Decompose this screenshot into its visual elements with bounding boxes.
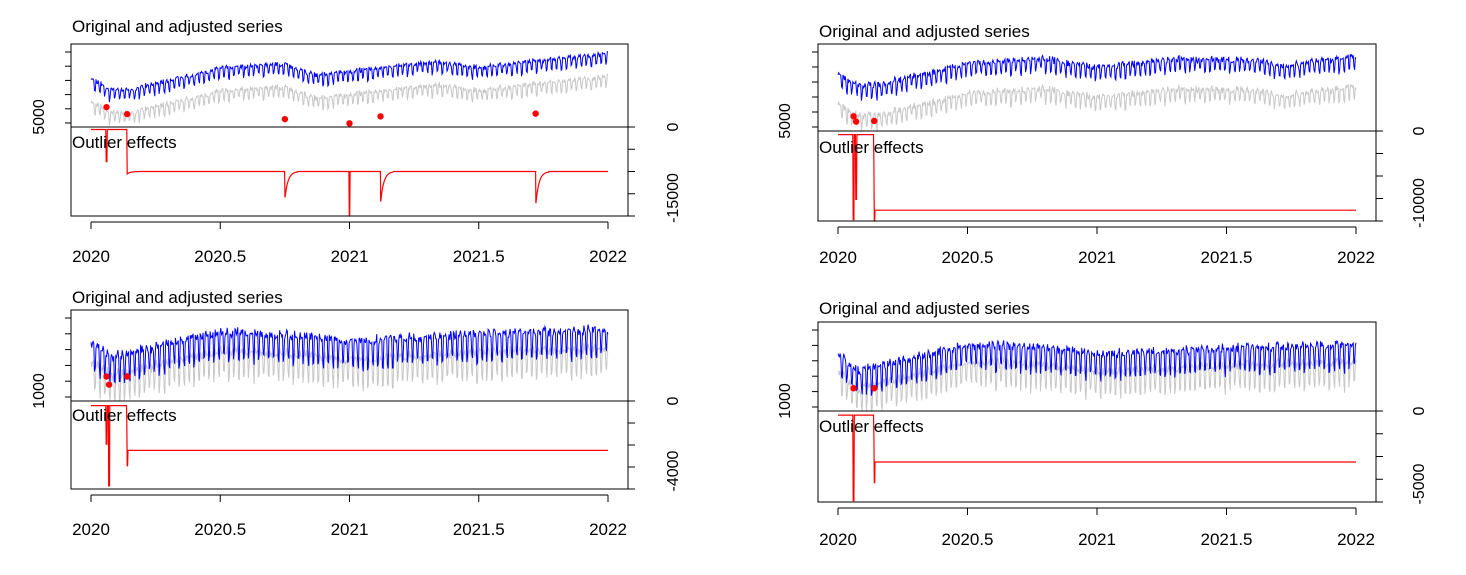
lower-y-tick-label-1: -10000 — [1411, 178, 1428, 228]
x-axis-tick-label-5: 2022 — [1337, 248, 1375, 267]
lower-y-tick-label-1: -5000 — [1411, 463, 1428, 504]
adjusted-series-line — [837, 83, 1357, 132]
x-axis-tick-label-3: 2021 — [331, 520, 369, 539]
x-axis-tick-label-4: 2021.5 — [453, 247, 505, 266]
upper-y-tick-label: 5000 — [31, 99, 48, 135]
panel-subtitle: Outlier effects — [819, 417, 924, 436]
x-axis-tick-label-1: 2020 — [72, 247, 110, 266]
outlier-point-1 — [103, 373, 110, 380]
lower-y-tick-label-0: 0 — [1411, 126, 1428, 135]
outlier-point-2 — [852, 118, 860, 125]
panel-title: Original and adjusted series — [72, 17, 283, 36]
adjusted-series-line — [90, 74, 608, 126]
lower-y-tick-label-0: 0 — [665, 396, 682, 405]
upper-y-tick-label: 1000 — [31, 373, 48, 409]
lower-y-tick-label-1: -4000 — [665, 450, 682, 491]
outlier-point-1 — [850, 113, 857, 120]
outlier-point-4 — [346, 120, 353, 127]
outlier-point-3 — [871, 117, 878, 125]
adjusted-series-line — [90, 343, 609, 402]
lower-y-tick-label-0: 0 — [665, 122, 682, 131]
panel-title: Original and adjusted series — [819, 299, 1030, 318]
x-axis-tick-label-4: 2021.5 — [1201, 530, 1253, 549]
x-axis-tick-label-4: 2021.5 — [1201, 248, 1253, 267]
original-series-line — [90, 50, 608, 103]
adjusted-series-line — [837, 357, 1357, 413]
outlier-effects-line — [91, 405, 608, 487]
original-series-line — [837, 339, 1357, 396]
outlier-point-3 — [123, 373, 131, 380]
lower-y-tick-label-1: -15000 — [665, 173, 682, 223]
x-axis-tick-label-5: 2022 — [589, 520, 627, 539]
panel-subtitle: Outlier effects — [72, 406, 177, 425]
chart-panel-2: 5000 0 -10000 Original and adjusted series O… — [777, 22, 1428, 267]
original-series-line — [90, 324, 609, 384]
x-axis-tick-label-2: 2020.5 — [942, 248, 994, 267]
outlier-effects-line — [838, 134, 1356, 222]
x-axis-tick-label-5: 2022 — [589, 247, 627, 266]
x-axis-tick-label-2: 2020.5 — [194, 520, 246, 539]
panel-title: Original and adjusted series — [819, 22, 1030, 41]
outlier-point-1 — [103, 103, 110, 111]
chart-panel-1: 5000 0 -15000 Original and adjusted series O… — [31, 17, 682, 266]
outlier-point-5 — [377, 113, 384, 120]
outlier-point-2 — [871, 385, 878, 392]
lower-y-tick-label-0: 0 — [1411, 406, 1428, 415]
chart-panel-3: 1000 0 -4000 Original and adjusted series Ou… — [31, 288, 682, 539]
original-series-line — [837, 53, 1357, 101]
panel-title: Original and adjusted series — [72, 288, 283, 307]
outlier-point-1 — [850, 385, 857, 392]
x-axis-tick-label-3: 2021 — [331, 247, 369, 266]
outlier-effects-line — [838, 414, 1356, 502]
upper-y-tick-label: 1000 — [777, 383, 794, 419]
panel-subtitle: Outlier effects — [819, 138, 924, 157]
panel-subtitle: Outlier effects — [72, 133, 177, 152]
x-axis-tick-label-5: 2022 — [1337, 530, 1375, 549]
x-axis-tick-label-3: 2021 — [1078, 248, 1116, 267]
outlier-point-3 — [281, 115, 289, 123]
upper-y-tick-label: 5000 — [777, 103, 794, 139]
chart-panel-4: 1000 0 -5000 Original and adjusted series Ou… — [777, 299, 1428, 549]
x-axis-tick-label-1: 2020 — [72, 520, 110, 539]
outlier-point-6 — [532, 110, 539, 117]
x-axis-tick-label-4: 2021.5 — [453, 520, 505, 539]
outlier-point-2 — [123, 110, 131, 118]
x-axis-tick-label-3: 2021 — [1078, 530, 1116, 549]
x-axis-tick-label-2: 2020.5 — [942, 530, 994, 549]
x-axis-tick-label-2: 2020.5 — [194, 247, 246, 266]
outlier-point-2 — [105, 381, 113, 388]
x-axis-tick-label-1: 2020 — [819, 248, 857, 267]
x-axis-tick-label-1: 2020 — [819, 530, 857, 549]
